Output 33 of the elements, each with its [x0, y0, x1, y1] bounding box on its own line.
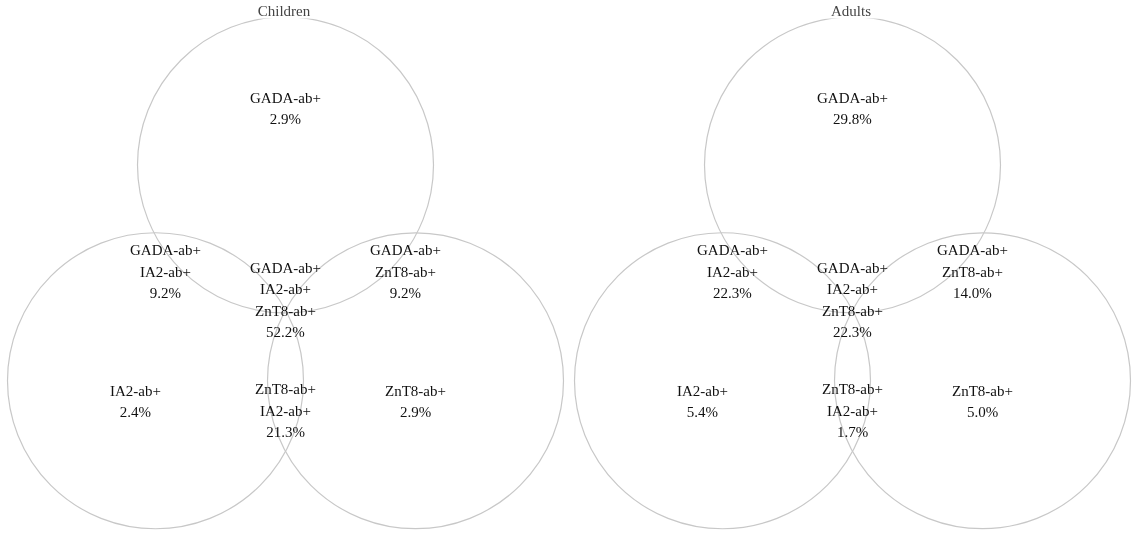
- data-label: 2.9%: [399, 404, 432, 421]
- data-label: 52.2%: [266, 324, 305, 341]
- category-label: ZnT8-ab+: [385, 382, 446, 399]
- category-label: IA2-ab+: [707, 263, 758, 280]
- category-label: ZnT8-ab+ IA2-ab+: [822, 381, 883, 419]
- category-label: GADA-ab+ ZnT8-ab+: [370, 242, 441, 280]
- category-label: ZnT8-ab+: [952, 382, 1013, 399]
- data-label: 29.8%: [833, 111, 872, 128]
- category-label: GADA-ab+ IA2-ab+ ZnT8-ab+: [817, 259, 888, 319]
- data-label: 22.3%: [713, 285, 752, 302]
- data-label: 14.0%: [953, 285, 992, 302]
- data-label: 5.4%: [686, 404, 719, 421]
- data-label: 22.3%: [833, 324, 872, 341]
- data-label: 2.9%: [269, 111, 302, 128]
- text: Adults: [831, 2, 872, 19]
- data-label: 9.2%: [389, 285, 422, 302]
- category-label: GADA-ab+: [697, 242, 768, 259]
- category-label: GADA-ab+ ZnT8-ab+: [937, 242, 1008, 280]
- data-label: 1.7%: [836, 424, 869, 441]
- data-label: 5.0%: [966, 404, 999, 421]
- data-label: 2.4%: [119, 404, 152, 421]
- data-label: 9.2%: [149, 285, 182, 302]
- category-label: ZnT8-ab+ IA2-ab+: [255, 381, 316, 419]
- category-label: IA2-ab+: [677, 382, 728, 399]
- category-label: IA2-ab+: [140, 263, 191, 280]
- category-label: GADA-ab+: [130, 242, 201, 259]
- data-label: 21.3%: [266, 424, 305, 441]
- category-label: ZnT8-ab+: [255, 302, 316, 319]
- category-label: IA2-ab+: [110, 382, 161, 399]
- category-label: GADA-ab+: [817, 89, 888, 106]
- category-label: GADA-ab+ IA2-ab+: [250, 259, 321, 298]
- category-label: GADA-ab+: [250, 89, 321, 106]
- text: Children: [257, 2, 311, 19]
